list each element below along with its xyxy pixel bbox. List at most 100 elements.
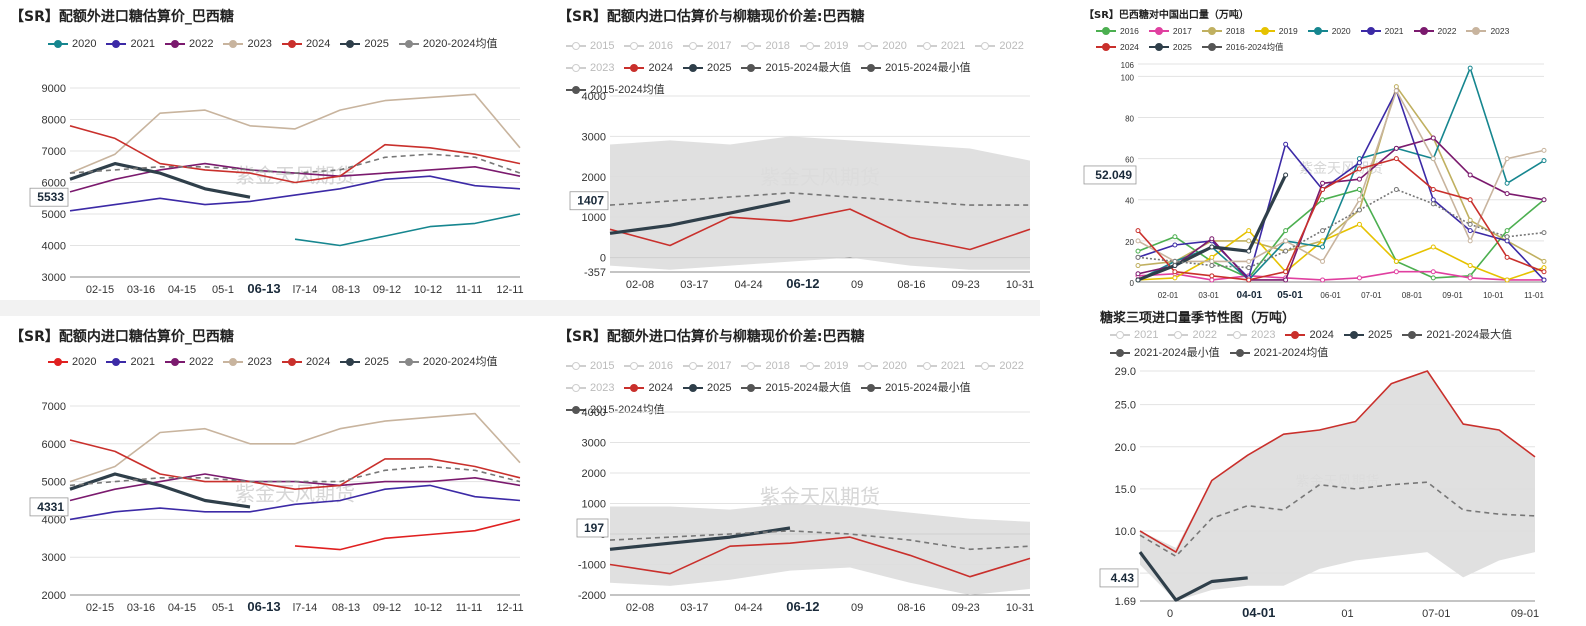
legend-item[interactable]: 2019 <box>799 356 848 376</box>
legend-item[interactable]: 2025 <box>682 58 731 78</box>
chart-legend[interactable]: 2015 2016 2017 2018 2019 2020 2021 2022 2023 2024… <box>566 356 1036 422</box>
legend-item[interactable]: 2021 <box>106 34 155 54</box>
legend-label: 2023 <box>247 356 272 368</box>
y-tick-label: 8000 <box>42 115 66 127</box>
legend-item[interactable]: 2015-2024最小值 <box>861 378 971 398</box>
legend-item[interactable]: 2016-2024均值 <box>1201 40 1284 54</box>
legend-item[interactable]: 2015-2024均值 <box>566 400 665 420</box>
chart-title: 【SR】配额内进口估算价与柳糖现价价差:巴西糖 <box>558 9 865 25</box>
legend-item[interactable]: 2025 <box>682 378 731 398</box>
legend-item[interactable]: 2025 <box>1343 327 1392 343</box>
legend-item[interactable]: 2022 <box>975 356 1024 376</box>
data-point <box>1135 228 1141 234</box>
legend-item[interactable]: 2020 <box>858 36 907 56</box>
data-point <box>1172 258 1178 264</box>
legend-swatch <box>916 41 937 51</box>
legend-item[interactable]: 2020 <box>48 352 96 372</box>
legend-item[interactable]: 2021-2024均值 <box>1229 345 1328 361</box>
chart-title: 【SR】巴西糖对中国出口量（万吨） <box>1084 10 1249 21</box>
legend-item[interactable]: 2023 <box>1226 327 1275 343</box>
x-tick-label: 0 <box>1167 608 1173 620</box>
legend-item[interactable]: 2021-2024最大值 <box>1402 327 1512 343</box>
legend-label: 2016-2024均值 <box>1225 42 1284 52</box>
chart-legend[interactable]: 2015 2016 2017 2018 2019 2020 2021 2022 2023 2024… <box>566 36 1036 102</box>
legend-item[interactable]: 2025 <box>340 352 389 372</box>
legend-item[interactable]: 2015 <box>566 356 614 376</box>
chart-legend[interactable]: 2021 2022 2023 2024 2025 2021-2024最大值 2021-202… <box>1110 327 1550 363</box>
data-point <box>1172 242 1178 248</box>
legend-item[interactable]: 2017 <box>682 356 731 376</box>
legend-item[interactable]: 2015-2024最大值 <box>741 378 851 398</box>
legend-item[interactable]: 2018 <box>741 356 790 376</box>
legend-item[interactable]: 2021 <box>916 356 965 376</box>
data-point <box>1320 186 1326 192</box>
legend-item[interactable]: 2020-2024均值 <box>398 352 498 372</box>
legend-item[interactable]: 2023 <box>1466 24 1509 38</box>
legend-item[interactable]: 2024 <box>624 378 673 398</box>
legend-item[interactable]: 2022 <box>1168 327 1217 343</box>
chart-legend[interactable]: 2020 2021 2022 2023 2024 2025 2020-2024均值 <box>48 352 528 374</box>
y-tick-label: 5000 <box>42 477 66 489</box>
legend-label: 2023 <box>247 38 272 50</box>
chart-legend[interactable]: 2016 2017 2018 2019 2020 2021 2022 2023 2024 2025… <box>1096 24 1546 56</box>
x-tick-label: 04-15 <box>168 284 196 296</box>
legend-item[interactable]: 2020 <box>48 34 96 54</box>
legend-item[interactable]: 2022 <box>164 352 213 372</box>
legend-item[interactable]: 2022 <box>1413 24 1456 38</box>
legend-item[interactable]: 2018 <box>1201 24 1245 38</box>
legend-item[interactable]: 2021 <box>1360 24 1404 38</box>
legend-item[interactable]: 2021 <box>106 352 155 372</box>
legend-item[interactable]: 2021-2024最小值 <box>1110 345 1220 361</box>
data-point <box>1283 248 1289 254</box>
legend-item[interactable]: 2024 <box>281 34 330 54</box>
legend-item[interactable]: 2019 <box>1254 24 1298 38</box>
legend-item[interactable]: 2021 <box>1110 327 1158 343</box>
legend-swatch <box>1254 26 1275 36</box>
legend-item[interactable]: 2015-2024最小值 <box>861 58 971 78</box>
legend-item[interactable]: 2016 <box>624 36 673 56</box>
legend-item[interactable]: 2016 <box>1096 24 1139 38</box>
legend-item[interactable]: 2023 <box>566 58 614 78</box>
legend-item[interactable]: 2023 <box>223 352 272 372</box>
legend-item[interactable]: 2023 <box>223 34 272 54</box>
data-point <box>1209 258 1215 264</box>
series-line <box>1137 137 1545 281</box>
legend-item[interactable]: 2024 <box>624 58 673 78</box>
x-tick-label: 08-13 <box>332 602 360 614</box>
legend-item[interactable]: 2015 <box>566 36 614 56</box>
x-tick-label: 03-16 <box>127 602 155 614</box>
legend-item[interactable]: 2020 <box>858 356 907 376</box>
legend-label: 2025 <box>364 38 389 50</box>
legend-item[interactable]: 2020-2024均值 <box>398 34 498 54</box>
series-line <box>69 465 521 487</box>
legend-item[interactable]: 2023 <box>566 378 614 398</box>
legend-item[interactable]: 2024 <box>1096 40 1139 54</box>
x-tick-label: 02-08 <box>626 279 654 291</box>
legend-label: 2019 <box>823 40 849 52</box>
legend-label: 2021-2024最小值 <box>1134 347 1220 359</box>
y-tick-label: 7000 <box>42 401 66 413</box>
chart-legend[interactable]: 2020 2021 2022 2023 2024 2025 2020-2024均值 <box>48 34 528 56</box>
legend-item[interactable]: 2016 <box>624 356 673 376</box>
legend-item[interactable]: 2020 <box>1307 24 1351 38</box>
legend-item[interactable]: 2017 <box>1148 24 1192 38</box>
legend-item[interactable]: 2022 <box>164 34 213 54</box>
data-point <box>1246 258 1252 264</box>
legend-swatch <box>398 39 419 49</box>
range-band <box>1140 371 1535 601</box>
legend-item[interactable]: 2015-2024均值 <box>566 80 665 100</box>
legend-item[interactable]: 2025 <box>1148 40 1192 54</box>
legend-item[interactable]: 2021 <box>916 36 965 56</box>
legend-item[interactable]: 2025 <box>340 34 389 54</box>
x-tick-label: 04-01 <box>1237 290 1263 301</box>
legend-item[interactable]: 2018 <box>741 36 790 56</box>
legend-item[interactable]: 2019 <box>799 36 849 56</box>
legend-item[interactable]: 2022 <box>975 36 1024 56</box>
legend-item[interactable]: 2024 <box>281 352 330 372</box>
legend-item[interactable]: 2024 <box>1285 327 1334 343</box>
data-point <box>1467 217 1473 223</box>
legend-item[interactable]: 2015-2024最大值 <box>741 58 851 78</box>
legend-item[interactable]: 2017 <box>682 36 731 56</box>
x-tick-label: 10-12 <box>414 284 442 296</box>
watermark: 紫金天风期货 <box>760 485 880 509</box>
